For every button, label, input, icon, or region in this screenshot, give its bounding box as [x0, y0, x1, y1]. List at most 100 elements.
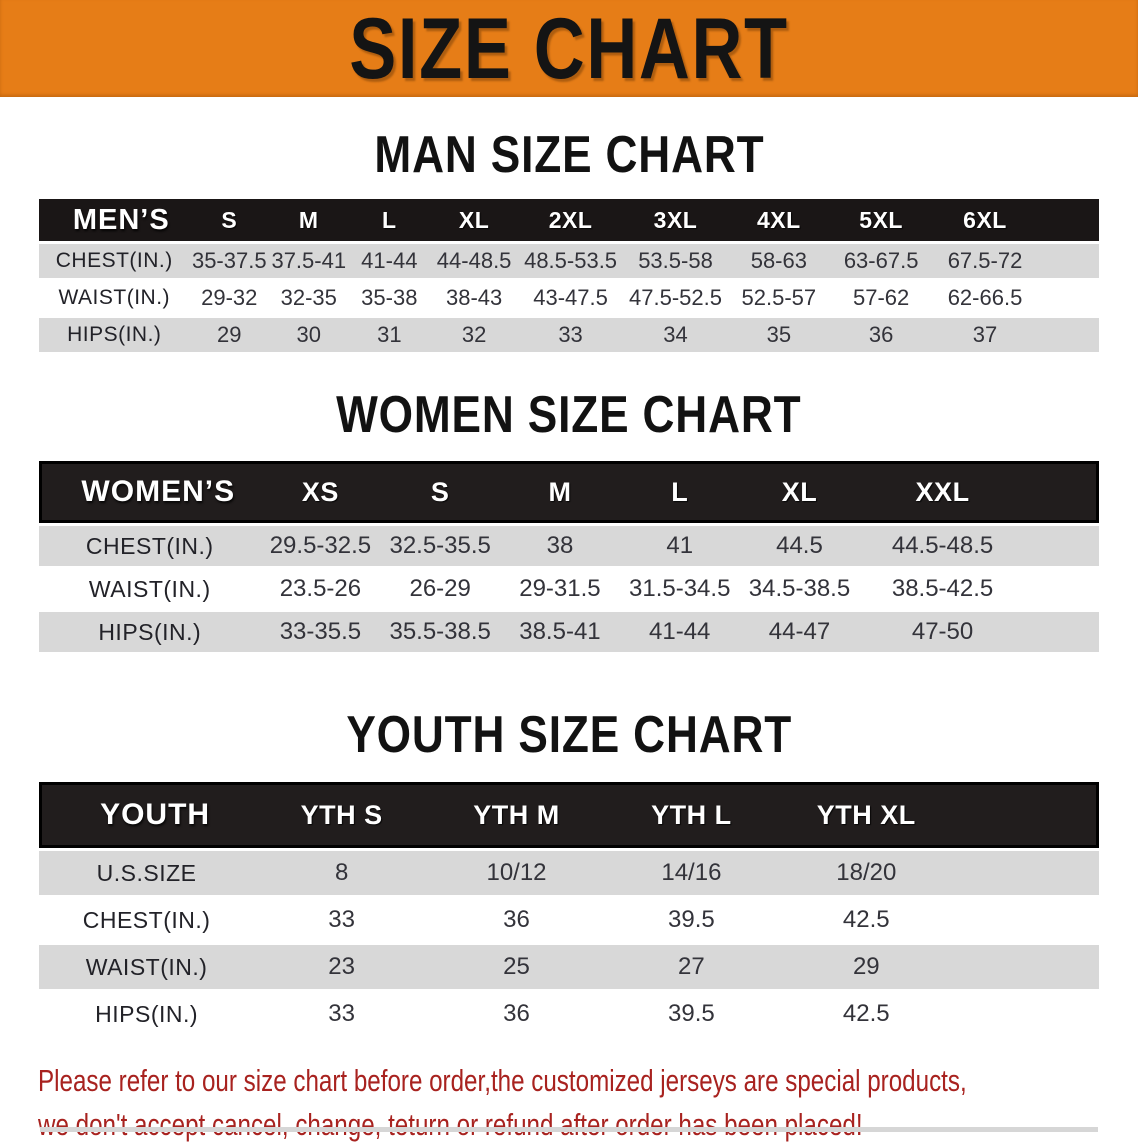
- table-row: CHEST(IN.) 33 36 39.5 42.5: [39, 898, 1099, 942]
- size-value-cell: 48.5-53.5: [518, 244, 624, 278]
- size-value-cell: 38.5-42.5: [859, 569, 1026, 609]
- size-column-header: XXL: [859, 461, 1026, 523]
- size-value-cell: 33: [254, 898, 430, 942]
- measurement-row-label: HIPS(IN.): [39, 992, 255, 1036]
- size-column-header: L: [619, 461, 740, 523]
- size-value-cell: 23: [254, 945, 430, 989]
- size-value-cell: 42.5: [778, 992, 954, 1036]
- size-value-cell: 8: [254, 851, 430, 895]
- table-row: HIPS(IN.) 29 30 31 32 33 34 35 36 37: [39, 318, 1099, 352]
- size-value-cell: 37.5-41: [269, 244, 349, 278]
- size-value-cell: 44.5-48.5: [859, 526, 1026, 566]
- size-value-cell: 23.5-26: [260, 569, 381, 609]
- spacer-cell: [1025, 526, 1099, 566]
- size-value-cell: 38: [500, 526, 620, 566]
- size-value-cell: 34: [623, 318, 728, 352]
- table-row: WAIST(IN.) 29-32 32-35 35-38 38-43 43-47.5 47.…: [39, 281, 1099, 315]
- youth-size-table: YOUTH YTH S YTH M YTH L YTH XL U.S.SIZE 8 10/12…: [39, 779, 1099, 1039]
- measurement-row-label: WAIST(IN.): [39, 569, 261, 609]
- size-value-cell: 33: [254, 992, 430, 1036]
- size-value-cell: 27: [603, 945, 779, 989]
- table-row: CHEST(IN.) 35-37.5 37.5-41 41-44 44-48.5 48.5…: [39, 244, 1099, 278]
- size-value-cell: 52.5-57: [727, 281, 830, 315]
- women-section-heading: WOMEN SIZE CHART: [0, 385, 1138, 445]
- size-column-header: 4XL: [727, 199, 830, 241]
- measurement-row-label: CHEST(IN.): [39, 526, 261, 566]
- size-value-cell: 29: [189, 318, 270, 352]
- men-section-heading: MAN SIZE CHART: [0, 125, 1138, 185]
- size-value-cell: 42.5: [778, 898, 954, 942]
- size-value-cell: 63-67.5: [829, 244, 933, 278]
- spacer-cell: [1037, 244, 1099, 278]
- size-value-cell: 10/12: [429, 851, 604, 895]
- size-value-cell: 32-35: [269, 281, 349, 315]
- measurement-row-label: HIPS(IN.): [39, 612, 261, 652]
- size-column-header: XS: [260, 461, 381, 523]
- table-row: WAIST(IN.) 23.5-26 26-29 29-31.5 31.5-34.5 34…: [39, 569, 1099, 609]
- size-value-cell: 44-47: [739, 612, 860, 652]
- table-row: CHEST(IN.) 29.5-32.5 32.5-35.5 38 41 44.5 44.5…: [39, 526, 1099, 566]
- spacer-cell: [953, 898, 1099, 942]
- size-column-header: S: [380, 461, 501, 523]
- size-value-cell: 38-43: [430, 281, 519, 315]
- spacer-cell: [1025, 461, 1099, 523]
- size-value-cell: 53.5-58: [623, 244, 728, 278]
- size-value-cell: 43-47.5: [518, 281, 624, 315]
- size-value-cell: 31: [348, 318, 431, 352]
- spacer-cell: [1037, 318, 1099, 352]
- size-value-cell: 33: [518, 318, 624, 352]
- size-value-cell: 58-63: [727, 244, 830, 278]
- size-value-cell: 57-62: [829, 281, 933, 315]
- size-value-cell: 26-29: [380, 569, 501, 609]
- size-column-header: S: [189, 199, 270, 241]
- size-column-header: YTH XL: [778, 782, 954, 848]
- bottom-divider: [40, 1127, 1098, 1132]
- size-column-header: XL: [739, 461, 860, 523]
- size-value-cell: 67.5-72: [932, 244, 1038, 278]
- table-row: WAIST(IN.) 23 25 27 29: [39, 945, 1099, 989]
- size-value-cell: 41: [619, 526, 740, 566]
- size-column-header: YTH M: [429, 782, 604, 848]
- spacer-cell: [1025, 612, 1099, 652]
- youth-section-heading-text: YOUTH SIZE CHART: [346, 706, 792, 764]
- size-value-cell: 29-31.5: [500, 569, 620, 609]
- table-group-label: YOUTH: [39, 782, 255, 848]
- spacer-cell: [1025, 569, 1099, 609]
- table-header-row: WOMEN’S XS S M L XL XXL: [39, 461, 1099, 523]
- size-value-cell: 30: [269, 318, 349, 352]
- size-column-header: YTH S: [254, 782, 430, 848]
- measurement-row-label: CHEST(IN.): [39, 244, 190, 278]
- measurement-row-label: WAIST(IN.): [39, 945, 255, 989]
- table-group-label: WOMEN’S: [39, 461, 261, 523]
- size-value-cell: 31.5-34.5: [619, 569, 740, 609]
- youth-section-heading: YOUTH SIZE CHART: [0, 705, 1138, 765]
- spacer-cell: [953, 945, 1099, 989]
- size-value-cell: 47.5-52.5: [623, 281, 728, 315]
- size-value-cell: 47-50: [859, 612, 1026, 652]
- size-value-cell: 36: [429, 992, 604, 1036]
- size-value-cell: 34.5-38.5: [739, 569, 860, 609]
- size-value-cell: 32.5-35.5: [380, 526, 501, 566]
- table-header-row: MEN’S S M L XL 2XL 3XL 4XL 5XL 6XL: [39, 199, 1099, 241]
- measurement-row-label: U.S.SIZE: [39, 851, 255, 895]
- size-value-cell: 29: [778, 945, 954, 989]
- size-value-cell: 33-35.5: [260, 612, 381, 652]
- size-column-header: L: [348, 199, 431, 241]
- measurement-row-label: WAIST(IN.): [39, 281, 190, 315]
- order-note: Please refer to our size chart before or…: [38, 1059, 1138, 1147]
- size-value-cell: 32: [430, 318, 519, 352]
- size-value-cell: 14/16: [603, 851, 779, 895]
- measurement-row-label: CHEST(IN.): [39, 898, 255, 942]
- size-value-cell: 39.5: [603, 992, 779, 1036]
- size-value-cell: 29.5-32.5: [260, 526, 381, 566]
- men-size-table: MEN’S S M L XL 2XL 3XL 4XL 5XL 6XL CHEST(IN.) 35-37…: [39, 196, 1099, 355]
- size-value-cell: 38.5-41: [500, 612, 620, 652]
- spacer-cell: [1037, 199, 1099, 241]
- size-value-cell: 37: [932, 318, 1038, 352]
- size-value-cell: 35: [727, 318, 830, 352]
- spacer-cell: [953, 992, 1099, 1036]
- spacer-cell: [1037, 281, 1099, 315]
- women-section-heading-text: WOMEN SIZE CHART: [336, 386, 802, 444]
- size-column-header: M: [269, 199, 349, 241]
- size-value-cell: 39.5: [603, 898, 779, 942]
